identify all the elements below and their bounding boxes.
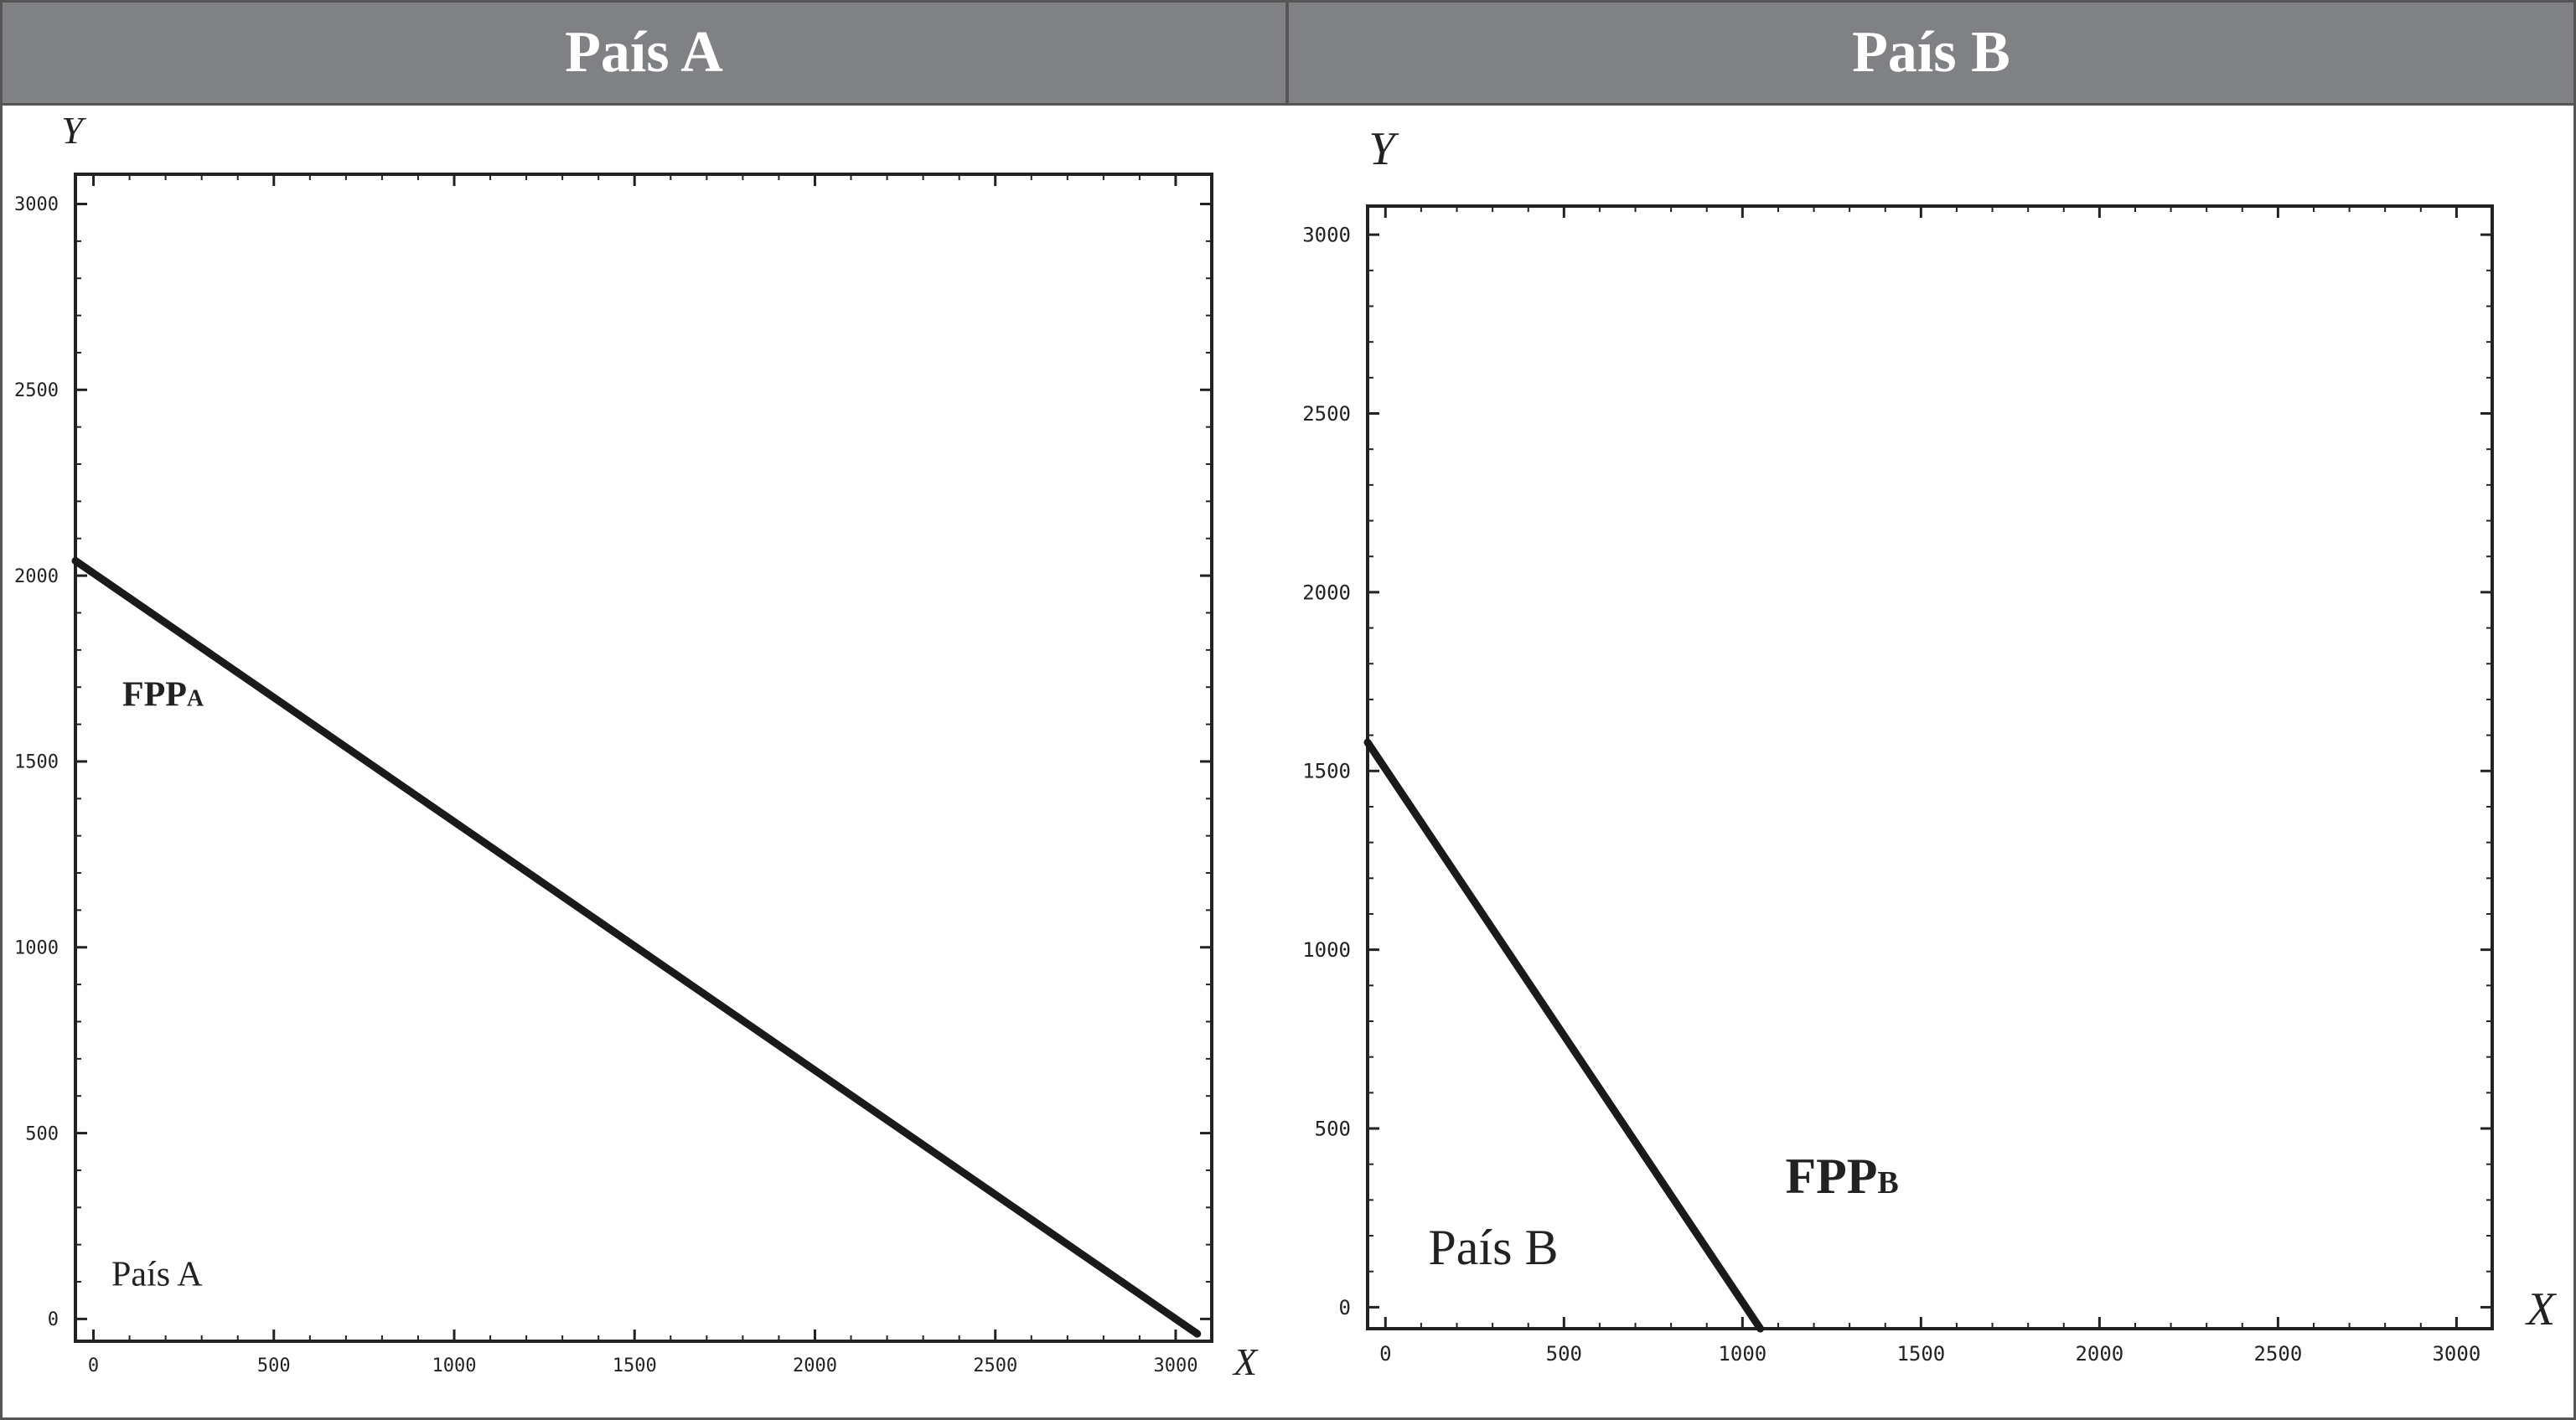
y-tick-label: 500: [1315, 1117, 1351, 1140]
x-tick-label: 2500: [973, 1355, 1017, 1376]
y-tick-label: 0: [48, 1309, 59, 1330]
y-tick-label: 1000: [1302, 938, 1351, 962]
panel-header-b: País B: [1286, 0, 2576, 106]
y-tick-label: 3000: [14, 194, 59, 215]
x-axis-label: X: [1232, 1340, 1259, 1383]
x-tick-label: 1500: [613, 1355, 657, 1376]
panel-header-a: País A: [0, 0, 1288, 106]
x-tick-label: 500: [257, 1355, 291, 1376]
x-tick-label: 500: [1546, 1342, 1582, 1366]
y-tick-label: 500: [25, 1123, 59, 1144]
minor-ticks: [1368, 206, 2492, 1329]
chart-pais-b: 0 500 1000 1500 2000 2500 3000 0 500 1000 1500 2000…: [1302, 123, 2558, 1366]
y-tick-label: 2000: [14, 566, 59, 587]
series-line: [1363, 738, 1765, 1333]
panel-note-label: País B: [1428, 1220, 1558, 1275]
y-axis-label: Y: [61, 109, 86, 152]
x-tick-label: 3000: [2432, 1342, 2480, 1366]
x-tick-label: 1000: [432, 1355, 477, 1376]
x-tick-label: 2000: [2075, 1342, 2123, 1366]
x-tick-label: 2000: [793, 1355, 837, 1376]
y-tick-label: 2500: [1302, 402, 1351, 426]
x-tick-label: 0: [88, 1355, 99, 1376]
x-tick-label: 1000: [1718, 1342, 1766, 1366]
fpp-label: FPPA: [122, 675, 204, 714]
series-line: [71, 556, 1202, 1338]
fpp-label: FPPB: [1785, 1149, 1898, 1204]
y-tick-label: 1000: [14, 937, 59, 958]
minor-ticks: [75, 174, 1212, 1341]
y-tick-label: 2500: [14, 380, 59, 401]
y-tick-label: 2000: [1302, 581, 1351, 604]
y-tick-label: 1500: [1302, 760, 1351, 783]
x-tick-label: 2500: [2253, 1342, 2302, 1366]
y-tick-label: 0: [1339, 1296, 1351, 1319]
header-divider: [1286, 0, 1289, 106]
y-tick-label: 1500: [14, 752, 59, 773]
x-axis-label: X: [2525, 1283, 2558, 1335]
x-tick-label: 0: [1379, 1342, 1391, 1366]
x-tick-label: 3000: [1153, 1355, 1197, 1376]
panel-note-label: País A: [111, 1255, 203, 1293]
plot-frame: [74, 173, 1213, 1343]
y-axis-label: Y: [1368, 123, 1399, 175]
x-tick-label: 1500: [1896, 1342, 1945, 1366]
chart-pais-a: 0 500 1000 1500 2000 2500 3000 0 500 1000 1500 2000…: [14, 109, 1259, 1383]
plot-frame: [1366, 204, 2494, 1330]
y-tick-label: 3000: [1302, 224, 1351, 247]
